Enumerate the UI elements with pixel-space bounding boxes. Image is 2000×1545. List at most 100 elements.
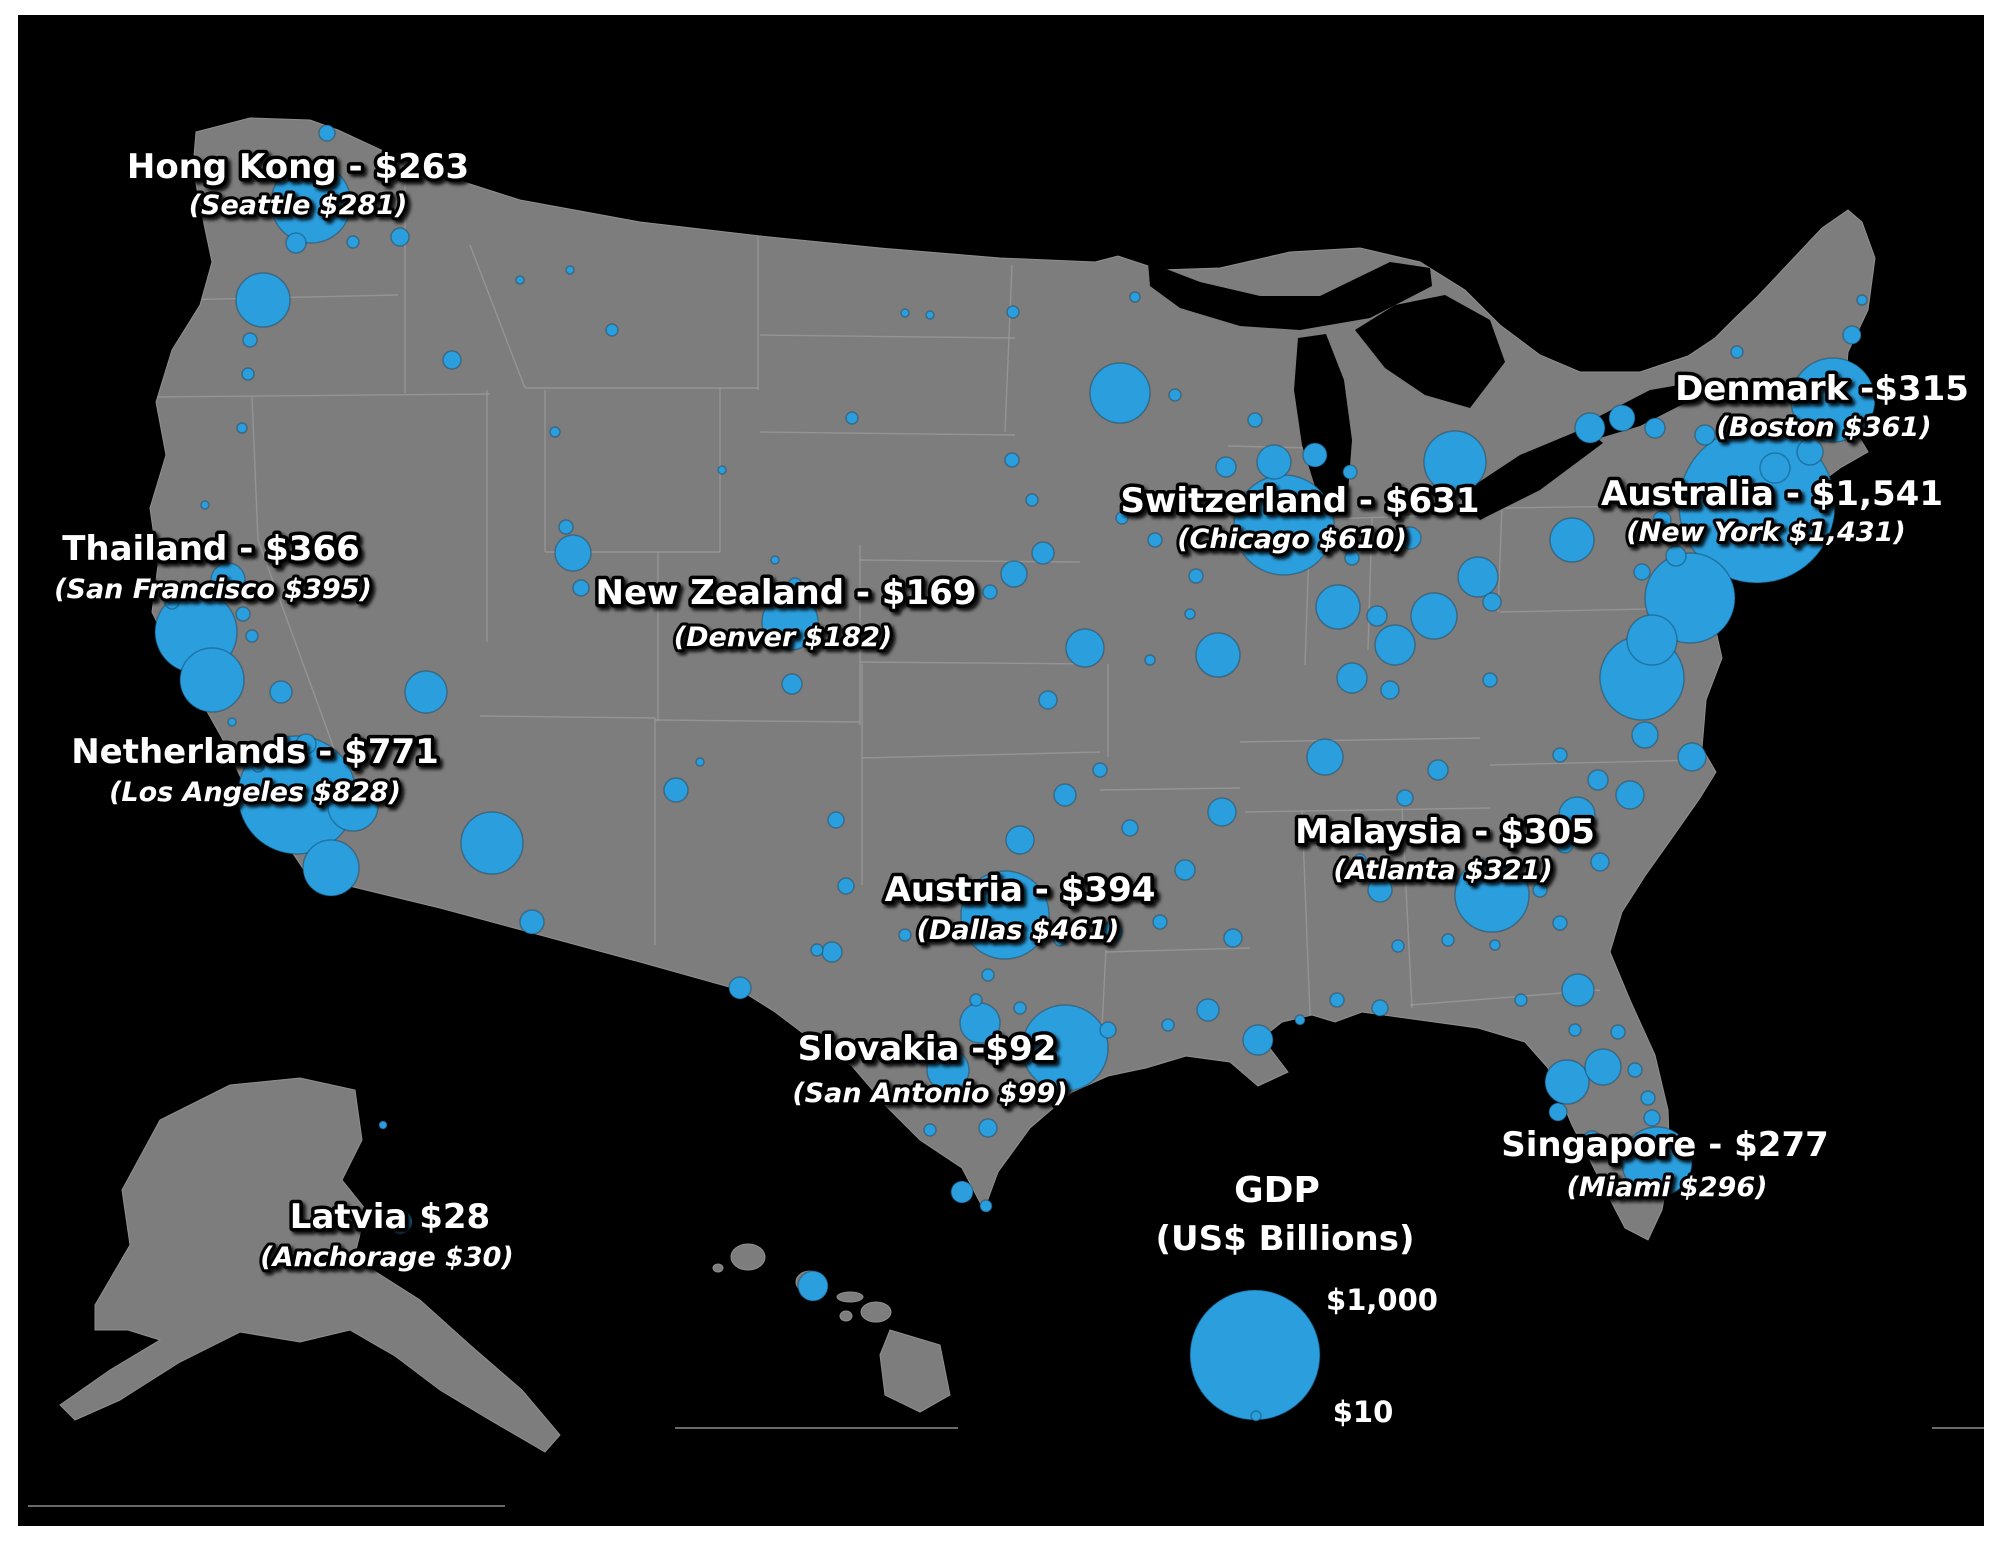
bubble-tallahassee — [1514, 993, 1528, 1007]
bubble-reno — [320, 538, 340, 558]
label-denmark-metro: (Boston $361) — [1716, 412, 1931, 443]
bubble-dallas — [960, 870, 1050, 960]
bubble-portland-me — [1842, 325, 1862, 345]
bubble-madison — [1215, 456, 1237, 478]
label-singapore-country: Singapore - $277 — [1501, 1125, 1829, 1165]
bubble-charleston-wv — [1482, 672, 1498, 688]
bubble-springfield-il — [1184, 608, 1196, 620]
bubble-santa-rosa — [164, 594, 180, 610]
label-new-zealand-country: New Zealand - $169 — [596, 573, 977, 613]
bubble-pensacola — [1371, 999, 1389, 1017]
lake-superior — [1148, 262, 1432, 330]
bubble-fresno — [269, 680, 293, 704]
bubble-killeen — [969, 993, 983, 1007]
alaska-landmass — [59, 1077, 561, 1453]
bubble-medford — [236, 422, 248, 434]
bubble-salem — [242, 332, 258, 348]
bubble-hartford — [1759, 452, 1791, 484]
bubble-cleveland — [1457, 556, 1499, 598]
label-latvia-metro: (Anchorage $30) — [260, 1242, 514, 1273]
bubble-greensboro — [1587, 769, 1609, 791]
bubble-omaha — [1000, 560, 1028, 588]
state-borders — [150, 145, 1721, 1066]
bubble-amarillo — [827, 811, 845, 829]
bubble-jacksonville — [1561, 973, 1595, 1007]
bubble-bangor — [1856, 294, 1868, 306]
bubble-grand-rapids — [1302, 442, 1328, 468]
bubble-jackson-ms — [1223, 928, 1243, 948]
bubble-lincoln — [982, 584, 998, 600]
bubble-kansas-city — [1065, 628, 1105, 668]
bubble-lansing — [1342, 464, 1358, 480]
bubble-las-vegas — [404, 670, 448, 714]
bubble-syracuse — [1644, 417, 1666, 439]
bubble-boise — [442, 350, 462, 370]
label-singapore-metro: (Miami $296) — [1567, 1172, 1768, 1203]
bubble-miami — [1621, 1126, 1693, 1198]
label-latvia-country: Latvia $28 — [290, 1197, 490, 1237]
bubble-minot — [900, 308, 910, 318]
bubble-columbus — [1410, 592, 1458, 640]
bubble-honolulu — [797, 1270, 829, 1302]
label-slovakia-country: Slovakia -$92 — [798, 1029, 1057, 1069]
bubble-savannah — [1552, 915, 1568, 931]
label-denmark-country: Denmark -$315 — [1675, 369, 1969, 409]
bubble-ogden — [558, 519, 574, 535]
bubble-corpus-christi — [978, 1118, 998, 1138]
bubble-bakersfield — [295, 733, 317, 755]
label-austria-country: Austria - $394 — [885, 870, 1156, 910]
bubble-sacramento — [210, 562, 246, 598]
bubble-allentown — [1665, 545, 1687, 567]
bubble-modesto — [245, 629, 259, 643]
bubble-nw-arkansas — [1121, 819, 1139, 837]
bubble-cheyenne — [770, 555, 780, 565]
bubble-baltimore — [1626, 614, 1678, 666]
bubble-rochester — [1608, 404, 1636, 432]
label-netherlands-country: Netherlands - $771 — [71, 732, 439, 772]
bubble-macon — [1489, 939, 1501, 951]
bubble-milwaukee — [1256, 444, 1292, 480]
bubble-san-antonio — [926, 1048, 970, 1092]
bubble-cape-coral — [1582, 1130, 1602, 1150]
bubble-billings — [605, 323, 619, 337]
bubble-indianapolis — [1315, 584, 1361, 630]
bubble-wichita — [1038, 690, 1058, 710]
bubble-san-jose — [179, 647, 245, 713]
bubble-fargo — [1006, 305, 1020, 319]
bubble-midland — [821, 941, 843, 963]
bubble-new-orleans — [1242, 1024, 1274, 1056]
bubble-birmingham — [1367, 877, 1393, 903]
bubble-sioux-city — [1025, 493, 1039, 507]
bubble-charleston-sc — [1590, 852, 1610, 872]
bubble-burlington-vt — [1730, 345, 1744, 359]
bubble-waco — [981, 968, 995, 982]
lake-erie — [1458, 428, 1603, 520]
bubble-sarasota — [1548, 1102, 1568, 1122]
label-switzerland-country: Switzerland - $631 — [1121, 481, 1480, 521]
legend-min-label: $10 — [1333, 1395, 1394, 1429]
bubble-raleigh — [1615, 780, 1645, 810]
bubble-albany — [1694, 424, 1716, 446]
label-slovakia-metro: (San Antonio $99) — [792, 1078, 1067, 1109]
bubble-pittsburgh — [1549, 517, 1595, 563]
bubble-houston — [1021, 1004, 1109, 1092]
label-australia-metro: (New York $1,431) — [1626, 517, 1905, 548]
bubble-des-moines — [1031, 541, 1055, 565]
bubble-akron — [1482, 592, 1502, 612]
label-malaysia-country: Malaysia - $305 — [1295, 812, 1595, 852]
bubble-gainesville — [1568, 1023, 1582, 1037]
bubble-west-palm-beach — [1643, 1109, 1661, 1127]
bubble-richmond — [1631, 721, 1659, 749]
bubble-baton-rouge — [1196, 998, 1220, 1022]
label-netherlands-metro: (Los Angeles $828) — [109, 777, 401, 808]
bubble-toledo — [1398, 526, 1422, 550]
legend-subtitle: (US$ Billions) — [1155, 1219, 1414, 1259]
bubble-stockton — [235, 606, 251, 622]
label-austria-metro: (Dallas $461) — [917, 915, 1120, 946]
bubble-dayton — [1366, 605, 1388, 627]
bubble-mobile — [1329, 992, 1345, 1008]
bubble-detroit — [1423, 430, 1487, 494]
bubble-denver — [761, 593, 819, 651]
